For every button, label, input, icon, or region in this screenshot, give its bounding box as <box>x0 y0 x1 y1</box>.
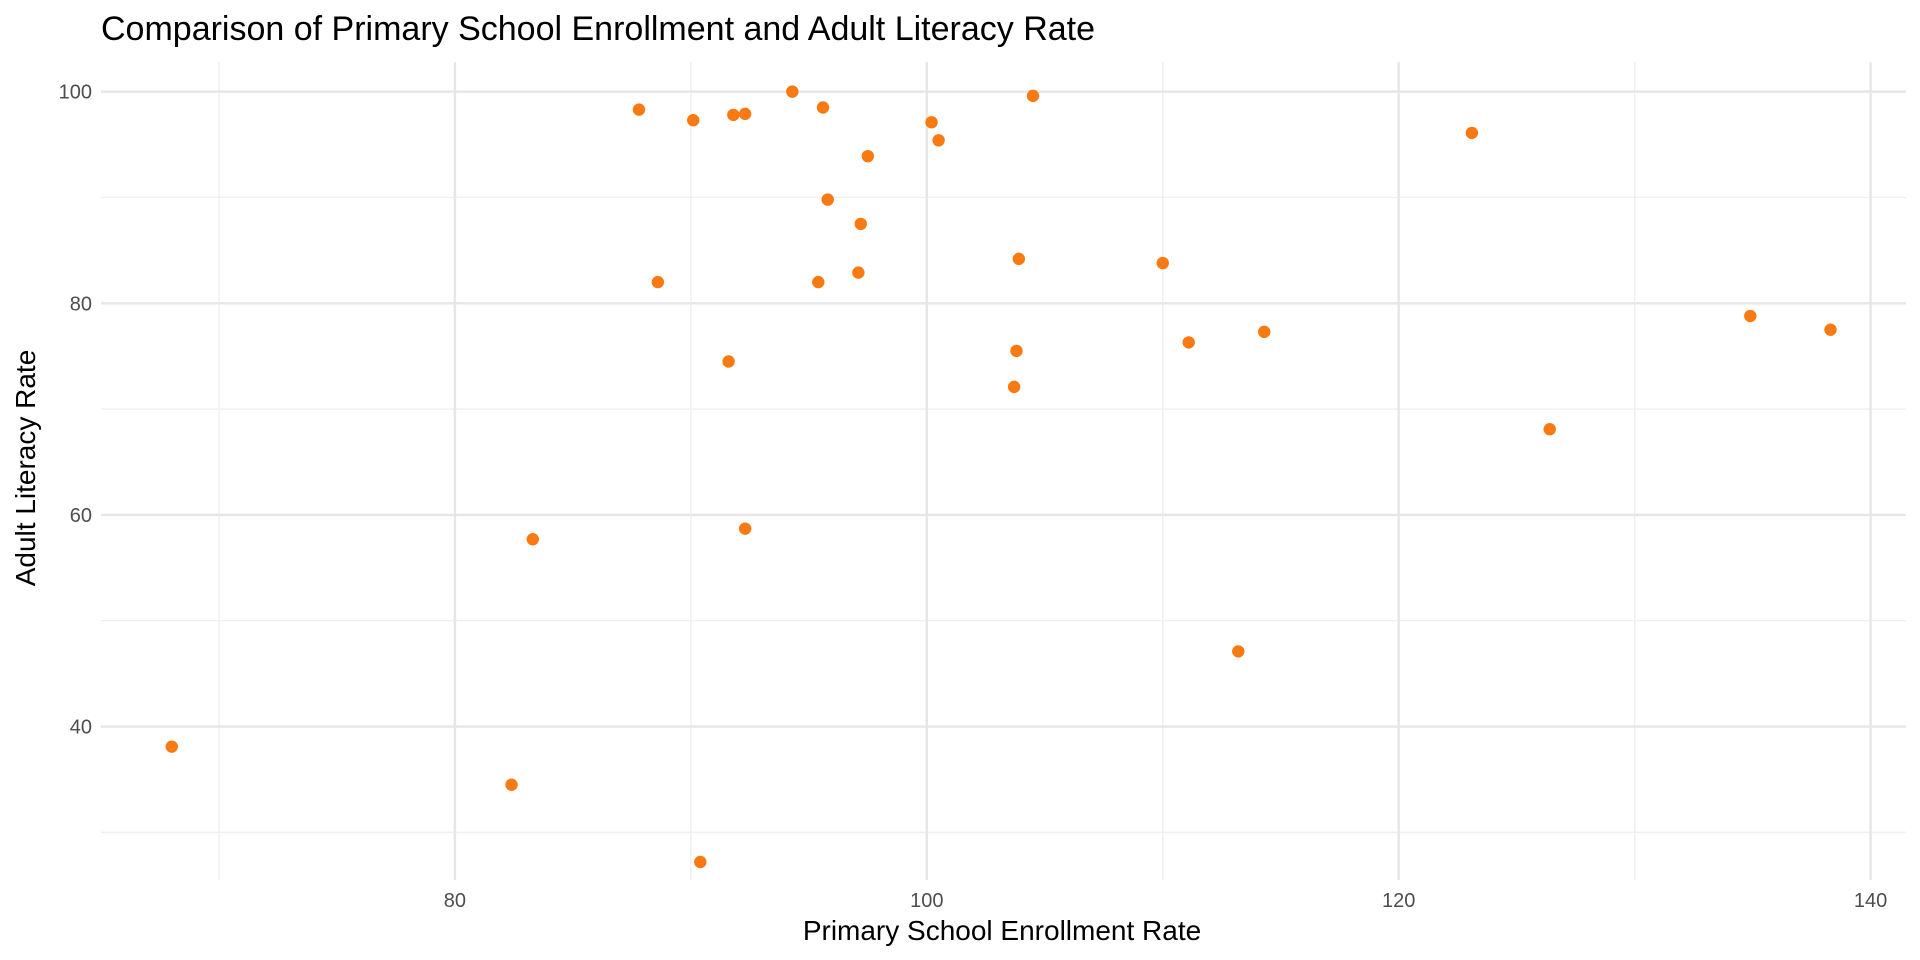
data-point <box>861 149 875 163</box>
data-point <box>1007 380 1021 394</box>
major-gridlines <box>101 62 1906 880</box>
data-point <box>526 533 539 546</box>
data-point <box>738 522 752 535</box>
data-point <box>821 193 834 206</box>
data-point <box>651 275 665 289</box>
data-point <box>1232 645 1245 658</box>
data-point <box>925 116 938 129</box>
data-point <box>1465 126 1479 140</box>
data-point <box>165 740 178 753</box>
y-tick-label: 80 <box>70 293 92 315</box>
x-axis-tick-labels: 80 100 120 140 <box>444 890 1887 912</box>
data-point <box>786 85 799 98</box>
data-point <box>854 217 867 231</box>
data-point <box>1744 309 1757 323</box>
data-point <box>1824 323 1837 336</box>
data-point <box>722 355 735 368</box>
data-point <box>1012 252 1026 266</box>
data-point <box>1156 256 1169 270</box>
data-point <box>852 266 865 279</box>
data-point <box>1010 344 1023 358</box>
data-point <box>694 855 707 869</box>
data-points <box>165 85 1837 869</box>
data-point <box>632 103 646 116</box>
y-tick-label: 40 <box>70 717 92 739</box>
y-tick-label: 100 <box>59 82 92 104</box>
data-point <box>812 275 825 289</box>
data-point <box>1026 89 1040 103</box>
y-axis-title: Adult Literacy Rate <box>10 350 41 587</box>
data-point <box>727 108 740 122</box>
x-tick-label: 80 <box>444 890 466 912</box>
data-point <box>816 101 830 114</box>
data-point <box>1258 325 1271 339</box>
y-tick-label: 60 <box>70 505 92 527</box>
data-point <box>505 778 518 791</box>
minor-gridlines <box>101 62 1906 880</box>
data-point <box>687 114 700 127</box>
data-point <box>932 134 945 147</box>
data-point <box>1182 336 1195 349</box>
x-tick-label: 140 <box>1854 890 1887 912</box>
data-point <box>738 107 752 121</box>
chart-title: Comparison of Primary School Enrollment … <box>101 10 1095 48</box>
y-axis-tick-labels: 40 60 80 100 <box>59 82 92 739</box>
x-tick-label: 120 <box>1382 890 1415 912</box>
x-tick-label: 100 <box>910 890 943 912</box>
x-axis-title: Primary School Enrollment Rate <box>803 915 1201 946</box>
data-point <box>1543 423 1556 436</box>
